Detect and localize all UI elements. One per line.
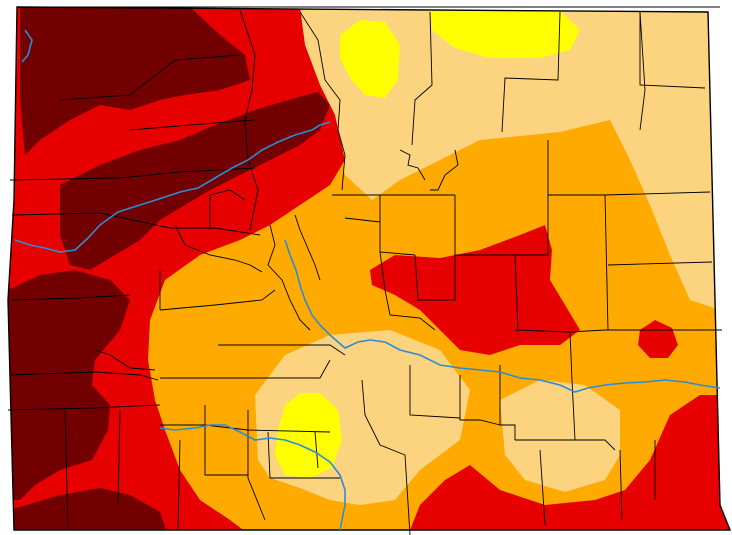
county-line	[11, 212, 261, 236]
county-line	[294, 214, 321, 281]
d0-region-san-luis	[275, 393, 342, 478]
county-line	[639, 11, 646, 131]
county-line	[267, 431, 340, 479]
d4-region-southwest	[8, 270, 130, 500]
county-line	[514, 254, 519, 331]
county-line	[430, 149, 459, 191]
county-line	[160, 424, 331, 433]
county-line	[399, 149, 426, 181]
county-line	[515, 439, 616, 451]
county-line	[159, 289, 276, 311]
county-line	[607, 261, 713, 266]
county-line	[117, 409, 121, 506]
county-line	[379, 251, 436, 331]
county-line	[59, 54, 241, 101]
county-line	[204, 405, 248, 476]
county-line	[344, 217, 381, 223]
county-line	[177, 439, 181, 531]
county-line	[639, 12, 706, 89]
county-line	[569, 331, 576, 441]
river-2	[14, 121, 331, 253]
county-line	[11, 294, 131, 301]
county-line	[619, 449, 623, 521]
county-line	[604, 191, 711, 196]
county-boundaries	[7, 6, 722, 535]
county-line	[209, 189, 246, 230]
county-line	[514, 329, 610, 333]
river-3	[284, 239, 721, 393]
county-line	[239, 9, 259, 231]
county-line	[64, 409, 69, 531]
d1-region-southeast	[500, 380, 620, 492]
county-line	[218, 344, 346, 356]
county-line	[9, 167, 256, 181]
county-line	[604, 194, 722, 331]
county-line	[409, 365, 461, 419]
county-line	[160, 359, 331, 379]
county-line	[267, 224, 311, 331]
county-line	[454, 195, 549, 256]
d4-region-central-band	[60, 92, 330, 270]
county-line	[247, 410, 266, 521]
county-line	[299, 11, 346, 191]
d0-region-north	[430, 10, 580, 58]
county-line	[459, 375, 501, 426]
county-line	[361, 379, 411, 535]
d3-region-east-central	[370, 225, 580, 355]
d3-region-southeast	[408, 395, 730, 530]
county-line	[9, 371, 159, 381]
county-line	[539, 449, 546, 526]
county-line	[94, 349, 156, 371]
county-line	[7, 404, 161, 411]
county-line	[129, 119, 256, 131]
state-outline	[7, 6, 732, 531]
county-line	[501, 11, 561, 133]
county-line	[414, 254, 456, 301]
river-4	[159, 424, 346, 531]
d1-region-northeast	[300, 7, 720, 310]
county-line	[411, 11, 433, 146]
d3-region-east-small	[638, 320, 678, 358]
county-line	[174, 224, 263, 273]
d4-region-south-strip	[10, 488, 168, 530]
d0-region-north-central	[340, 20, 400, 98]
county-line	[499, 365, 516, 440]
river-1	[21, 29, 33, 63]
county-line	[314, 431, 319, 469]
d4-region-northwest	[20, 7, 250, 155]
rivers	[14, 29, 721, 531]
